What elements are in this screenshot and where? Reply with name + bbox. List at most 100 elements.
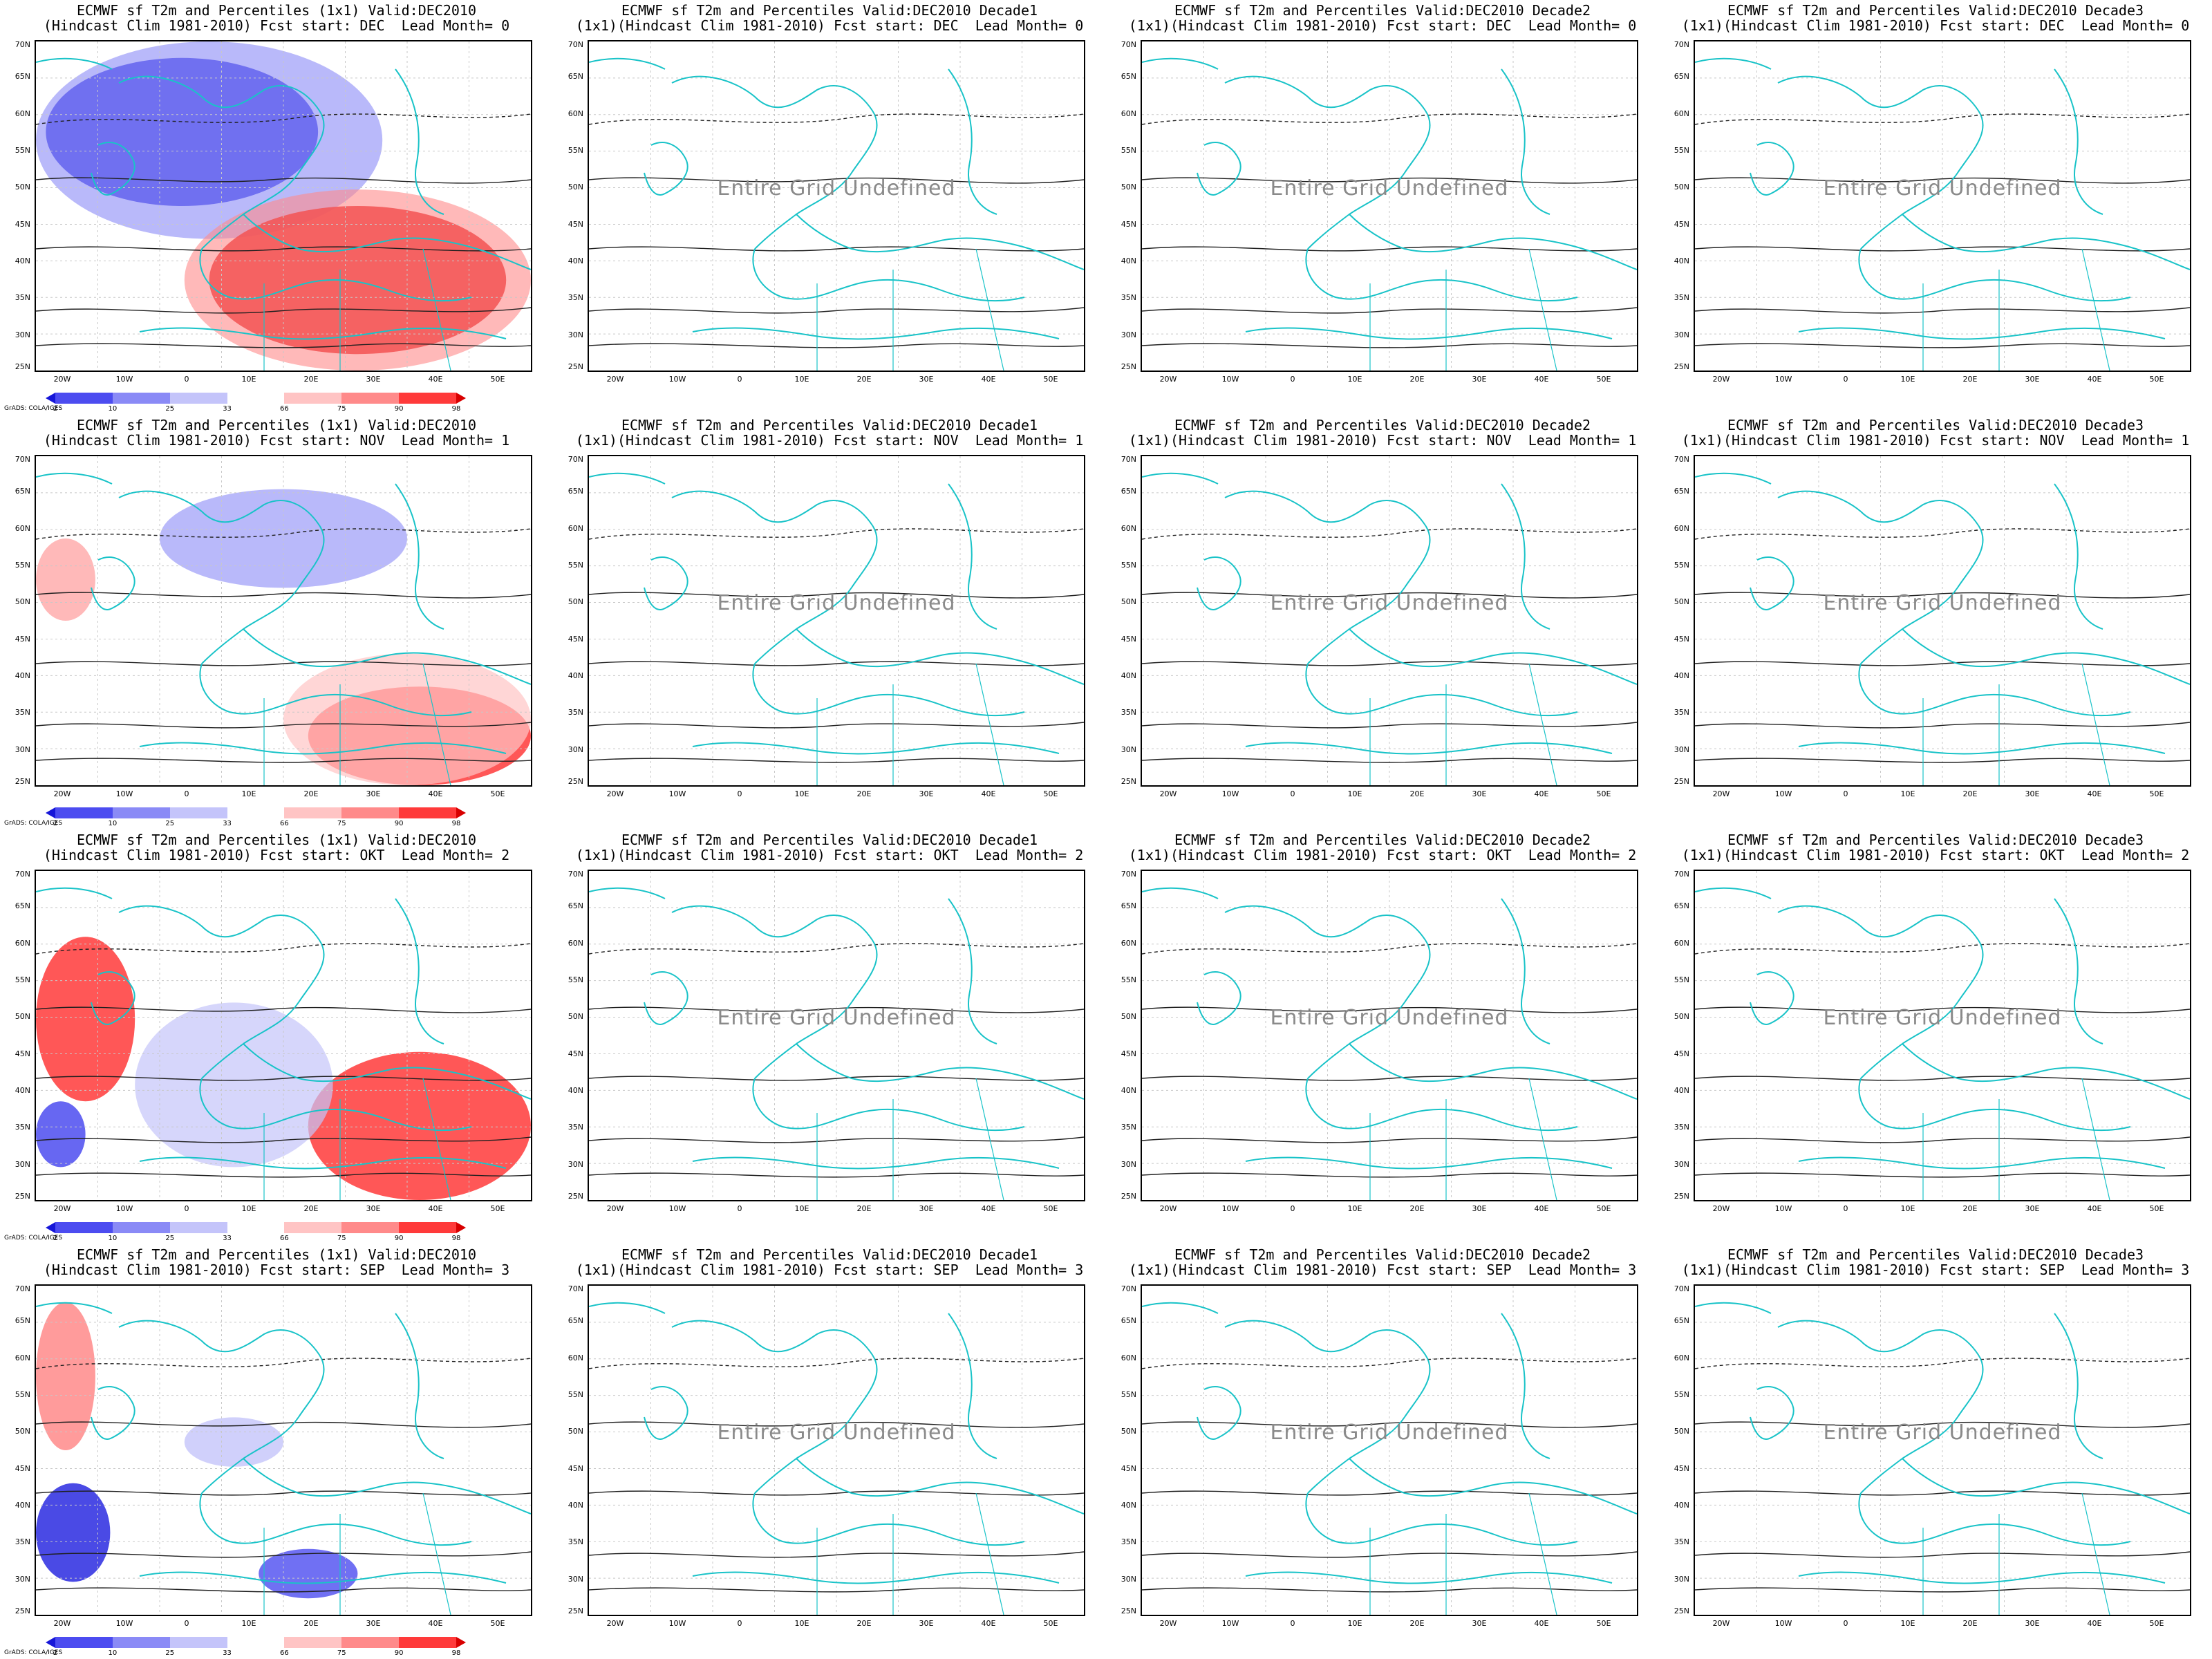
colorbar-level-label: 25	[165, 820, 175, 827]
latitude-tick-label: 40N	[568, 1501, 583, 1510]
longitude-tick-label: 30E	[2025, 375, 2040, 384]
latitude-tick-label: 50N	[15, 597, 30, 607]
temperature-isoline	[589, 758, 1084, 763]
latitude-tick-label: 30N	[1121, 1159, 1136, 1169]
longitude-tick-label: 50E	[1043, 1204, 1058, 1213]
longitude-tick-label: 50E	[1043, 789, 1058, 798]
panel-title-line1: ECMWF sf T2m and Percentiles Valid:DEC20…	[621, 1246, 1038, 1263]
temperature-isoline	[1695, 1136, 2190, 1143]
latitude-tick-label: 30N	[1121, 330, 1136, 339]
coastline	[1197, 1386, 1241, 1440]
panel-title-line1: ECMWF sf T2m and Percentiles Valid:DEC20…	[1727, 2, 2144, 19]
temperature-isoline	[1695, 758, 2190, 763]
latitude-tick-label: 35N	[1121, 1537, 1136, 1547]
latitude-tick-label: 70N	[15, 40, 30, 49]
coastline	[671, 75, 878, 250]
monthly-map-panel: ECMWF sf T2m and Percentiles (1x1) Valid…	[0, 415, 553, 830]
colorbar-segment	[399, 807, 457, 818]
latitude-tick-label: 30N	[568, 330, 583, 339]
longitude-tick-label: 10E	[794, 375, 809, 384]
country-borders	[1369, 248, 1557, 371]
latitude-tick-label: 55N	[1121, 146, 1136, 155]
percentile-shading-1	[36, 1483, 111, 1582]
longitude-tick-label: 30E	[919, 1619, 934, 1628]
coastline	[589, 887, 666, 899]
colorbar-labels: 2 10 25 33 66 75 90 98	[53, 405, 461, 415]
panel-title-line1: ECMWF sf T2m and Percentiles Valid:DEC20…	[1174, 1246, 1591, 1263]
coastline	[199, 1078, 472, 1132]
longitude-tick-label: 10W	[1221, 789, 1239, 798]
temperature-isoline	[589, 307, 1084, 314]
latitude-tick-label: 35N	[1674, 1537, 1689, 1547]
colorbar-low-arrow	[46, 393, 55, 404]
coastline	[948, 1313, 997, 1459]
coastline	[1197, 556, 1241, 610]
map-plot	[589, 456, 1084, 785]
panel-title-line1: ECMWF sf T2m and Percentiles (1x1) Valid…	[77, 832, 476, 848]
coastline	[1245, 742, 1613, 755]
latitude-tick-label: 45N	[15, 219, 30, 229]
temperature-isoline	[589, 528, 1084, 540]
colorbar-level-label: 90	[394, 1649, 404, 1657]
temperature-isoline	[589, 1587, 1084, 1593]
colorbar-level-label: 10	[108, 1649, 118, 1657]
decade-map-panel: ECMWF sf T2m and Percentiles Valid:DEC20…	[1659, 1244, 2212, 1659]
coastline	[395, 1313, 444, 1459]
panel-title-line2: (1x1)(Hindcast Clim 1981-2010) Fcst star…	[575, 1262, 1084, 1278]
coastline	[1305, 1492, 1578, 1546]
country-borders	[263, 663, 451, 785]
percentile-shading-2	[184, 1417, 283, 1467]
longitude-tick-label: 0	[184, 375, 189, 384]
temperature-isoline	[36, 758, 531, 763]
temperature-isoline	[1142, 722, 1637, 729]
latitude-tick-label: 25N	[1121, 1192, 1136, 1201]
coastline	[199, 663, 472, 717]
colorbar-level-label: 66	[280, 820, 289, 827]
colorbar-segment	[112, 1222, 170, 1233]
latitude-tick-label: 60N	[568, 109, 583, 118]
colorbar-high-arrow	[456, 393, 466, 404]
longitude-tick-label: 10E	[794, 789, 809, 798]
latitude-tick-label: 50N	[1121, 182, 1136, 192]
latitude-tick-label: 50N	[568, 1427, 583, 1436]
decade-map-panel: ECMWF sf T2m and Percentiles Valid:DEC20…	[553, 415, 1106, 830]
map-plot	[1142, 871, 1637, 1200]
longitude-tick-label: 20W	[1159, 375, 1177, 384]
coastline	[1902, 1458, 2190, 1515]
longitude-tick-label: 20E	[856, 1204, 872, 1213]
colorbar-segment	[227, 1222, 285, 1233]
latitude-tick-label: 60N	[1121, 938, 1136, 948]
colorbar-segment	[341, 1637, 400, 1648]
latitude-tick-label: 35N	[568, 1123, 583, 1132]
latitude-tick-label: 25N	[15, 1606, 30, 1615]
longitude-tick-label: 0	[184, 789, 189, 798]
colorbar-level-label: 10	[108, 405, 118, 413]
longitude-tick-label: 50E	[2149, 1619, 2164, 1628]
panel-title-line1: ECMWF sf T2m and Percentiles Valid:DEC20…	[621, 2, 1038, 19]
map-frame: Entire Grid Undefined	[1694, 455, 2191, 787]
country-borders	[1369, 1078, 1557, 1200]
latitude-tick-label: 30N	[1121, 1574, 1136, 1584]
latitude-tick-label: 30N	[568, 1574, 583, 1584]
map-plot	[1142, 456, 1637, 785]
coastline	[948, 483, 997, 630]
latitude-tick-label: 60N	[1674, 938, 1689, 948]
decade-map-panel: ECMWF sf T2m and Percentiles Valid:DEC20…	[1659, 830, 2212, 1244]
longitude-tick-label: 0	[1843, 1619, 1848, 1628]
panel-title-line2: (1x1)(Hindcast Clim 1981-2010) Fcst star…	[1681, 432, 2190, 449]
latitude-tick-label: 55N	[15, 561, 30, 570]
latitude-tick-label: 70N	[568, 455, 583, 464]
latitude-tick-label: 60N	[15, 523, 30, 533]
temperature-isoline	[1695, 113, 2190, 125]
latitude-tick-label: 65N	[1121, 1316, 1136, 1326]
percentile-shading-3	[259, 1548, 358, 1599]
coastline	[243, 1043, 531, 1100]
map-plot	[1695, 456, 2190, 785]
panel-title-line1: ECMWF sf T2m and Percentiles Valid:DEC20…	[1727, 1246, 2144, 1263]
latitude-tick-label: 60N	[1674, 523, 1689, 533]
latitude-tick-label: 60N	[15, 1353, 30, 1362]
temperature-isoline	[1142, 1490, 1637, 1496]
temperature-isoline	[36, 1076, 531, 1081]
latitude-tick-label: 65N	[15, 487, 30, 496]
longitude-tick-label: 20E	[303, 1204, 319, 1213]
